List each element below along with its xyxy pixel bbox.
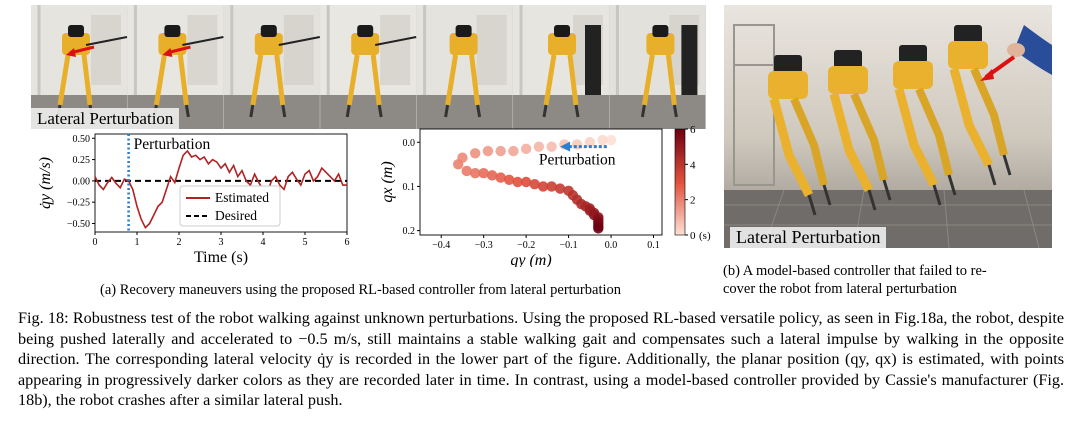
- position-plot-frame: [419, 128, 663, 236]
- position-point: [529, 179, 540, 190]
- subcaption-b: (b) A model-based controller that failed…: [723, 262, 1063, 298]
- crash-robot: [828, 50, 892, 211]
- position-point: [520, 176, 532, 188]
- position-point: [503, 174, 515, 185]
- y-tick-label: 0.00: [73, 176, 91, 187]
- x-tick-label: 6: [345, 237, 350, 248]
- position-point: [520, 143, 532, 155]
- x-tick-label: 1: [135, 237, 140, 248]
- position-point: [482, 145, 494, 157]
- position-point: [554, 183, 566, 194]
- legend-estimated-label: Estimated: [215, 190, 269, 205]
- position-point: [605, 134, 617, 146]
- y-tick-label: 0.2: [403, 226, 416, 237]
- y-tick-label: 0.1: [403, 182, 416, 193]
- position-point: [597, 134, 608, 146]
- colorbar-unit-label: (s): [699, 230, 711, 242]
- perturbation-arrowhead: [560, 141, 571, 152]
- y-tick-label: −0.25: [67, 198, 90, 209]
- subcaption-b-line1: (b) A model-based controller that failed…: [723, 263, 987, 279]
- x-tick-label: −0.4: [432, 240, 450, 251]
- x-tick-label: −0.1: [560, 240, 578, 251]
- figure-caption-text: Robustness test of the robot walking aga…: [18, 309, 1065, 409]
- figure-caption: Fig. 18: Robustness test of the robot wa…: [18, 308, 1064, 411]
- subcaption-a: (a) Recovery maneuvers using the propose…: [100, 282, 622, 298]
- position-point: [486, 170, 498, 181]
- position-point: [461, 165, 472, 177]
- position-point: [512, 176, 523, 188]
- x-tick-label: 0.0: [605, 240, 618, 251]
- x-tick-label: −0.2: [517, 240, 535, 251]
- position-point: [495, 172, 506, 183]
- position-point: [495, 145, 506, 157]
- photo-label-a: Lateral Perturbation: [31, 108, 180, 129]
- photo-frame: [223, 5, 320, 129]
- x-tick-label: 0: [93, 237, 98, 248]
- x-tick-label: 3: [219, 237, 224, 248]
- x-tick-label: −0.3: [475, 240, 493, 251]
- x-tick-label: 5: [303, 237, 308, 248]
- estimated-series-line: [94, 149, 347, 230]
- robot-crash-illustration: [724, 5, 1052, 248]
- colorbar-tick-label: 0: [690, 230, 696, 242]
- x-tick-label: 0.1: [647, 240, 660, 251]
- photo-frame: [416, 5, 513, 129]
- perturbation-annotation: Perturbation: [539, 151, 616, 168]
- photo-frame: [320, 5, 417, 129]
- position-point: [593, 223, 604, 234]
- photo-label-b: Lateral Perturbation: [730, 227, 887, 248]
- photo-frame: [609, 5, 706, 129]
- y-tick-label: 0.50: [73, 134, 91, 145]
- position-point: [469, 167, 481, 179]
- x-tick-label: 4: [261, 237, 266, 248]
- position-point: [546, 181, 557, 192]
- subcaption-b-line2: cover the robot from lateral perturbatio…: [723, 281, 957, 297]
- colorbar-tick-label: 6: [690, 125, 696, 136]
- y-axis-label: q̇y (m/s): [37, 157, 54, 209]
- x-tick-label: 2: [177, 237, 182, 248]
- planar-position-chart: −0.4 −0.3 −0.2 −0.1 0.0 0.1 0.0 0.1 0.2 qy (m) qx …: [379, 125, 711, 267]
- position-point: [469, 148, 481, 159]
- position-point: [546, 141, 557, 152]
- position-point: [584, 137, 596, 148]
- y-axis-label: qx (m): [379, 161, 396, 202]
- position-point: [533, 141, 545, 152]
- crash-robot: [768, 55, 832, 216]
- y-tick-label: 0.0: [403, 138, 416, 149]
- position-point: [478, 167, 489, 179]
- colorbar-gradient: [674, 128, 686, 236]
- model-based-failure-photo: Lateral Perturbation: [724, 5, 1052, 248]
- colorbar-tick-label: 4: [690, 159, 696, 171]
- crash-robot: [893, 45, 957, 206]
- legend-desired-label: Desired: [215, 208, 257, 223]
- x-axis-label: Time (s): [194, 249, 248, 266]
- x-axis-label: qy (m): [510, 252, 551, 267]
- position-point: [453, 159, 464, 170]
- y-tick-label: 0.25: [73, 155, 91, 166]
- photo-frame: [513, 5, 609, 129]
- figure-label: Fig. 18:: [18, 309, 69, 327]
- lateral-perturbation-photo-strip: Lateral Perturbation: [31, 5, 706, 129]
- position-point: [508, 145, 519, 157]
- y-tick-label: −0.50: [67, 219, 90, 230]
- lateral-velocity-chart: 0 1 2 3 4 5 6 0.50 0.25 0.00 −0.25 −0.50 Time (s) q̇y…: [37, 133, 350, 266]
- crash-robot: [948, 25, 1012, 186]
- perturbation-annotation: Perturbation: [134, 136, 211, 153]
- colorbar-tick-label: 2: [690, 195, 696, 207]
- photo-frames: [31, 5, 706, 129]
- position-point: [537, 181, 549, 192]
